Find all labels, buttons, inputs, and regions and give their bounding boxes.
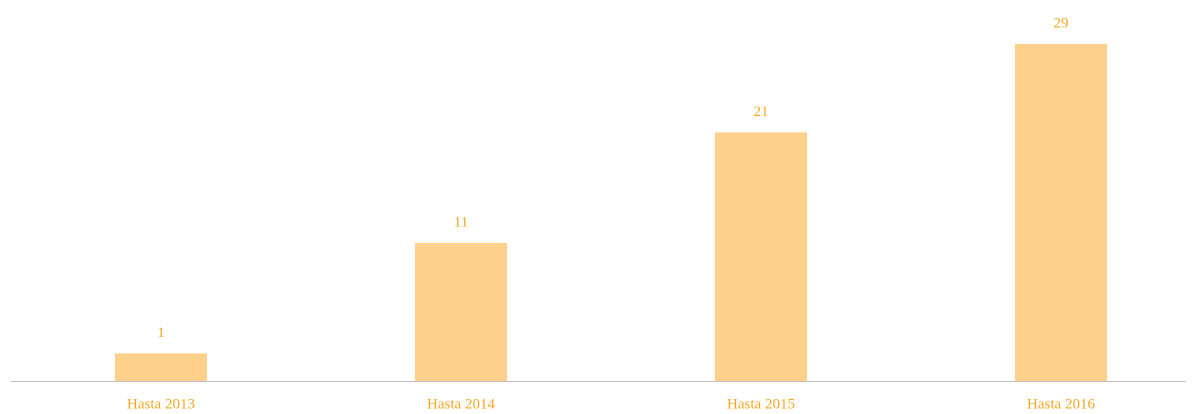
value-label: 21 (754, 104, 769, 120)
x-tick-label: Hasta 2013 (127, 396, 195, 412)
value-label: 1 (157, 325, 165, 341)
bar (1015, 44, 1107, 381)
value-label: 11 (454, 214, 468, 230)
x-tick-label: Hasta 2015 (727, 396, 795, 412)
bar (115, 353, 207, 381)
x-tick-label: Hasta 2014 (427, 396, 495, 412)
bar (415, 242, 507, 381)
value-label: 29 (1054, 15, 1069, 31)
bar (715, 132, 807, 381)
x-tick-label: Hasta 2016 (1027, 396, 1095, 412)
